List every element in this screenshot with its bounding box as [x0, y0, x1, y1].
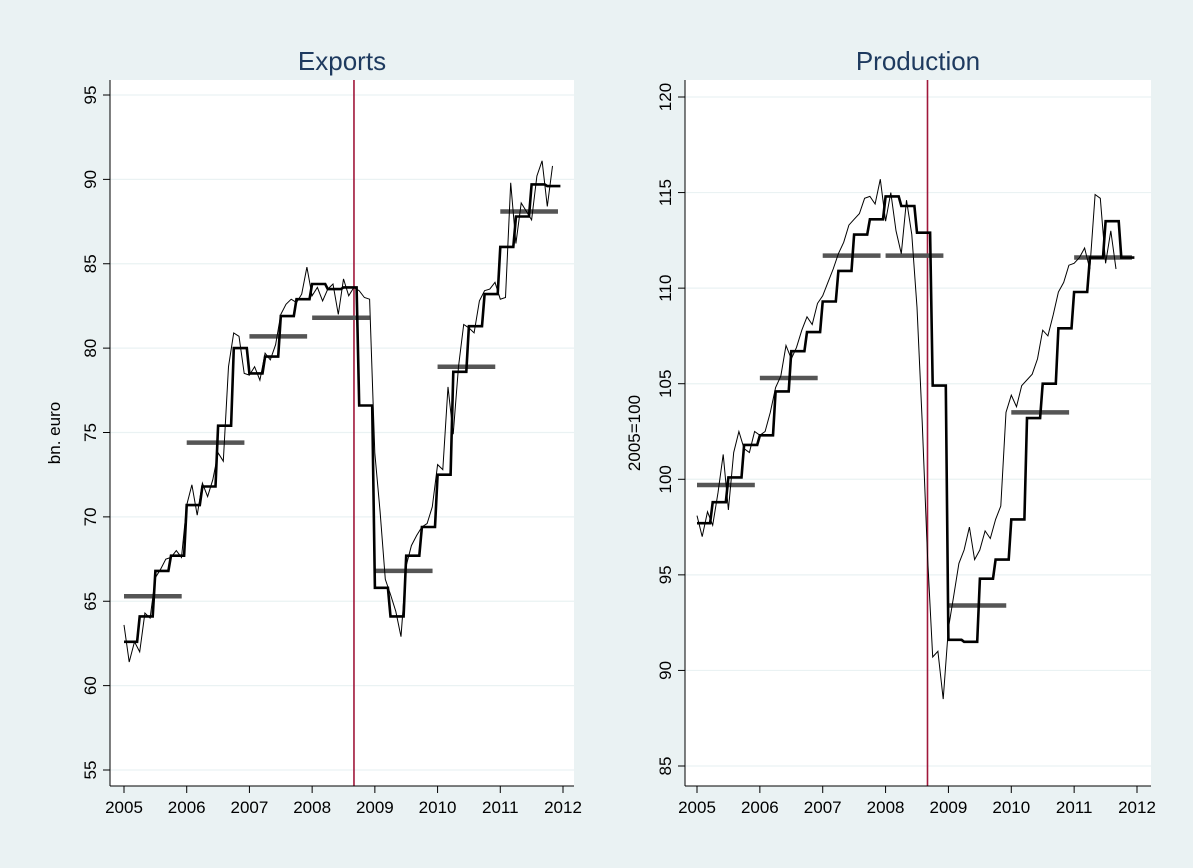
production-x-tick-label: 2011 — [1056, 798, 1093, 817]
exports-x-tick-label: 2008 — [293, 798, 331, 817]
production-panel: 85 90 95 100 105 110 115 120 2005 2006 2007 2008 200… — [625, 46, 1156, 817]
production-y-tick-label: 85 — [656, 757, 675, 776]
exports-quarterly-line — [124, 183, 561, 644]
production-quarterly-line — [697, 195, 1135, 644]
exports-y-tick-label: 85 — [81, 254, 100, 273]
exports-y-tick-label: 70 — [81, 507, 100, 526]
production-y-axis-label: 2005=100 — [625, 395, 644, 471]
exports-title: Exports — [298, 46, 386, 76]
production-y-tick-label: 115 — [656, 179, 675, 206]
exports-y-tick-label: 65 — [81, 592, 100, 611]
production-marks — [696, 80, 1135, 786]
production-x-tick-label: 2010 — [992, 798, 1030, 817]
exports-panel: 55 60 65 70 75 80 85 90 95 2005 2006 2007 2008 2009 20… — [45, 46, 582, 817]
production-ticks: 85 90 95 100 105 110 115 120 2005 2006 2007 2008 200… — [656, 83, 1156, 817]
production-y-tick-label: 110 — [656, 275, 675, 302]
production-gridlines — [685, 96, 1151, 767]
exports-x-tick-label: 2010 — [419, 798, 457, 817]
exports-x-tick-label: 2006 — [168, 798, 206, 817]
exports-x-tick-label: 2012 — [544, 798, 582, 817]
exports-y-tick-label: 60 — [81, 676, 100, 695]
exports-x-tick-label: 2009 — [356, 798, 394, 817]
production-plot-area — [685, 80, 1151, 786]
production-x-tick-label: 2005 — [678, 798, 716, 817]
production-y-tick-label: 120 — [656, 83, 675, 111]
production-x-tick-label: 2006 — [741, 798, 779, 817]
exports-marks — [123, 80, 561, 786]
production-x-tick-label: 2012 — [1118, 798, 1156, 817]
exports-y-tick-label: 95 — [81, 86, 100, 105]
production-y-tick-label: 90 — [656, 661, 675, 680]
exports-y-tick-label: 90 — [81, 170, 100, 189]
exports-x-tick-label: 2005 — [105, 798, 143, 817]
production-x-tick-label: 2009 — [930, 798, 968, 817]
exports-y-tick-label: 80 — [81, 339, 100, 358]
exports-ticks: 55 60 65 70 75 80 85 90 95 2005 2006 2007 2008 2009 20… — [81, 86, 582, 817]
exports-y-axis-label: bn. euro — [45, 402, 64, 464]
production-x-tick-label: 2007 — [804, 798, 842, 817]
production-monthly-line — [696, 179, 1117, 700]
exports-x-tick-label: 2007 — [231, 798, 269, 817]
production-y-tick-label: 100 — [656, 465, 675, 493]
production-y-tick-label: 95 — [656, 565, 675, 584]
exports-y-tick-label: 75 — [81, 423, 100, 442]
production-y-tick-label: 105 — [656, 370, 675, 398]
exports-x-tick-label: 2011 — [482, 798, 519, 817]
production-title: Production — [856, 46, 980, 76]
production-x-tick-label: 2008 — [867, 798, 905, 817]
exports-y-tick-label: 55 — [81, 761, 100, 780]
